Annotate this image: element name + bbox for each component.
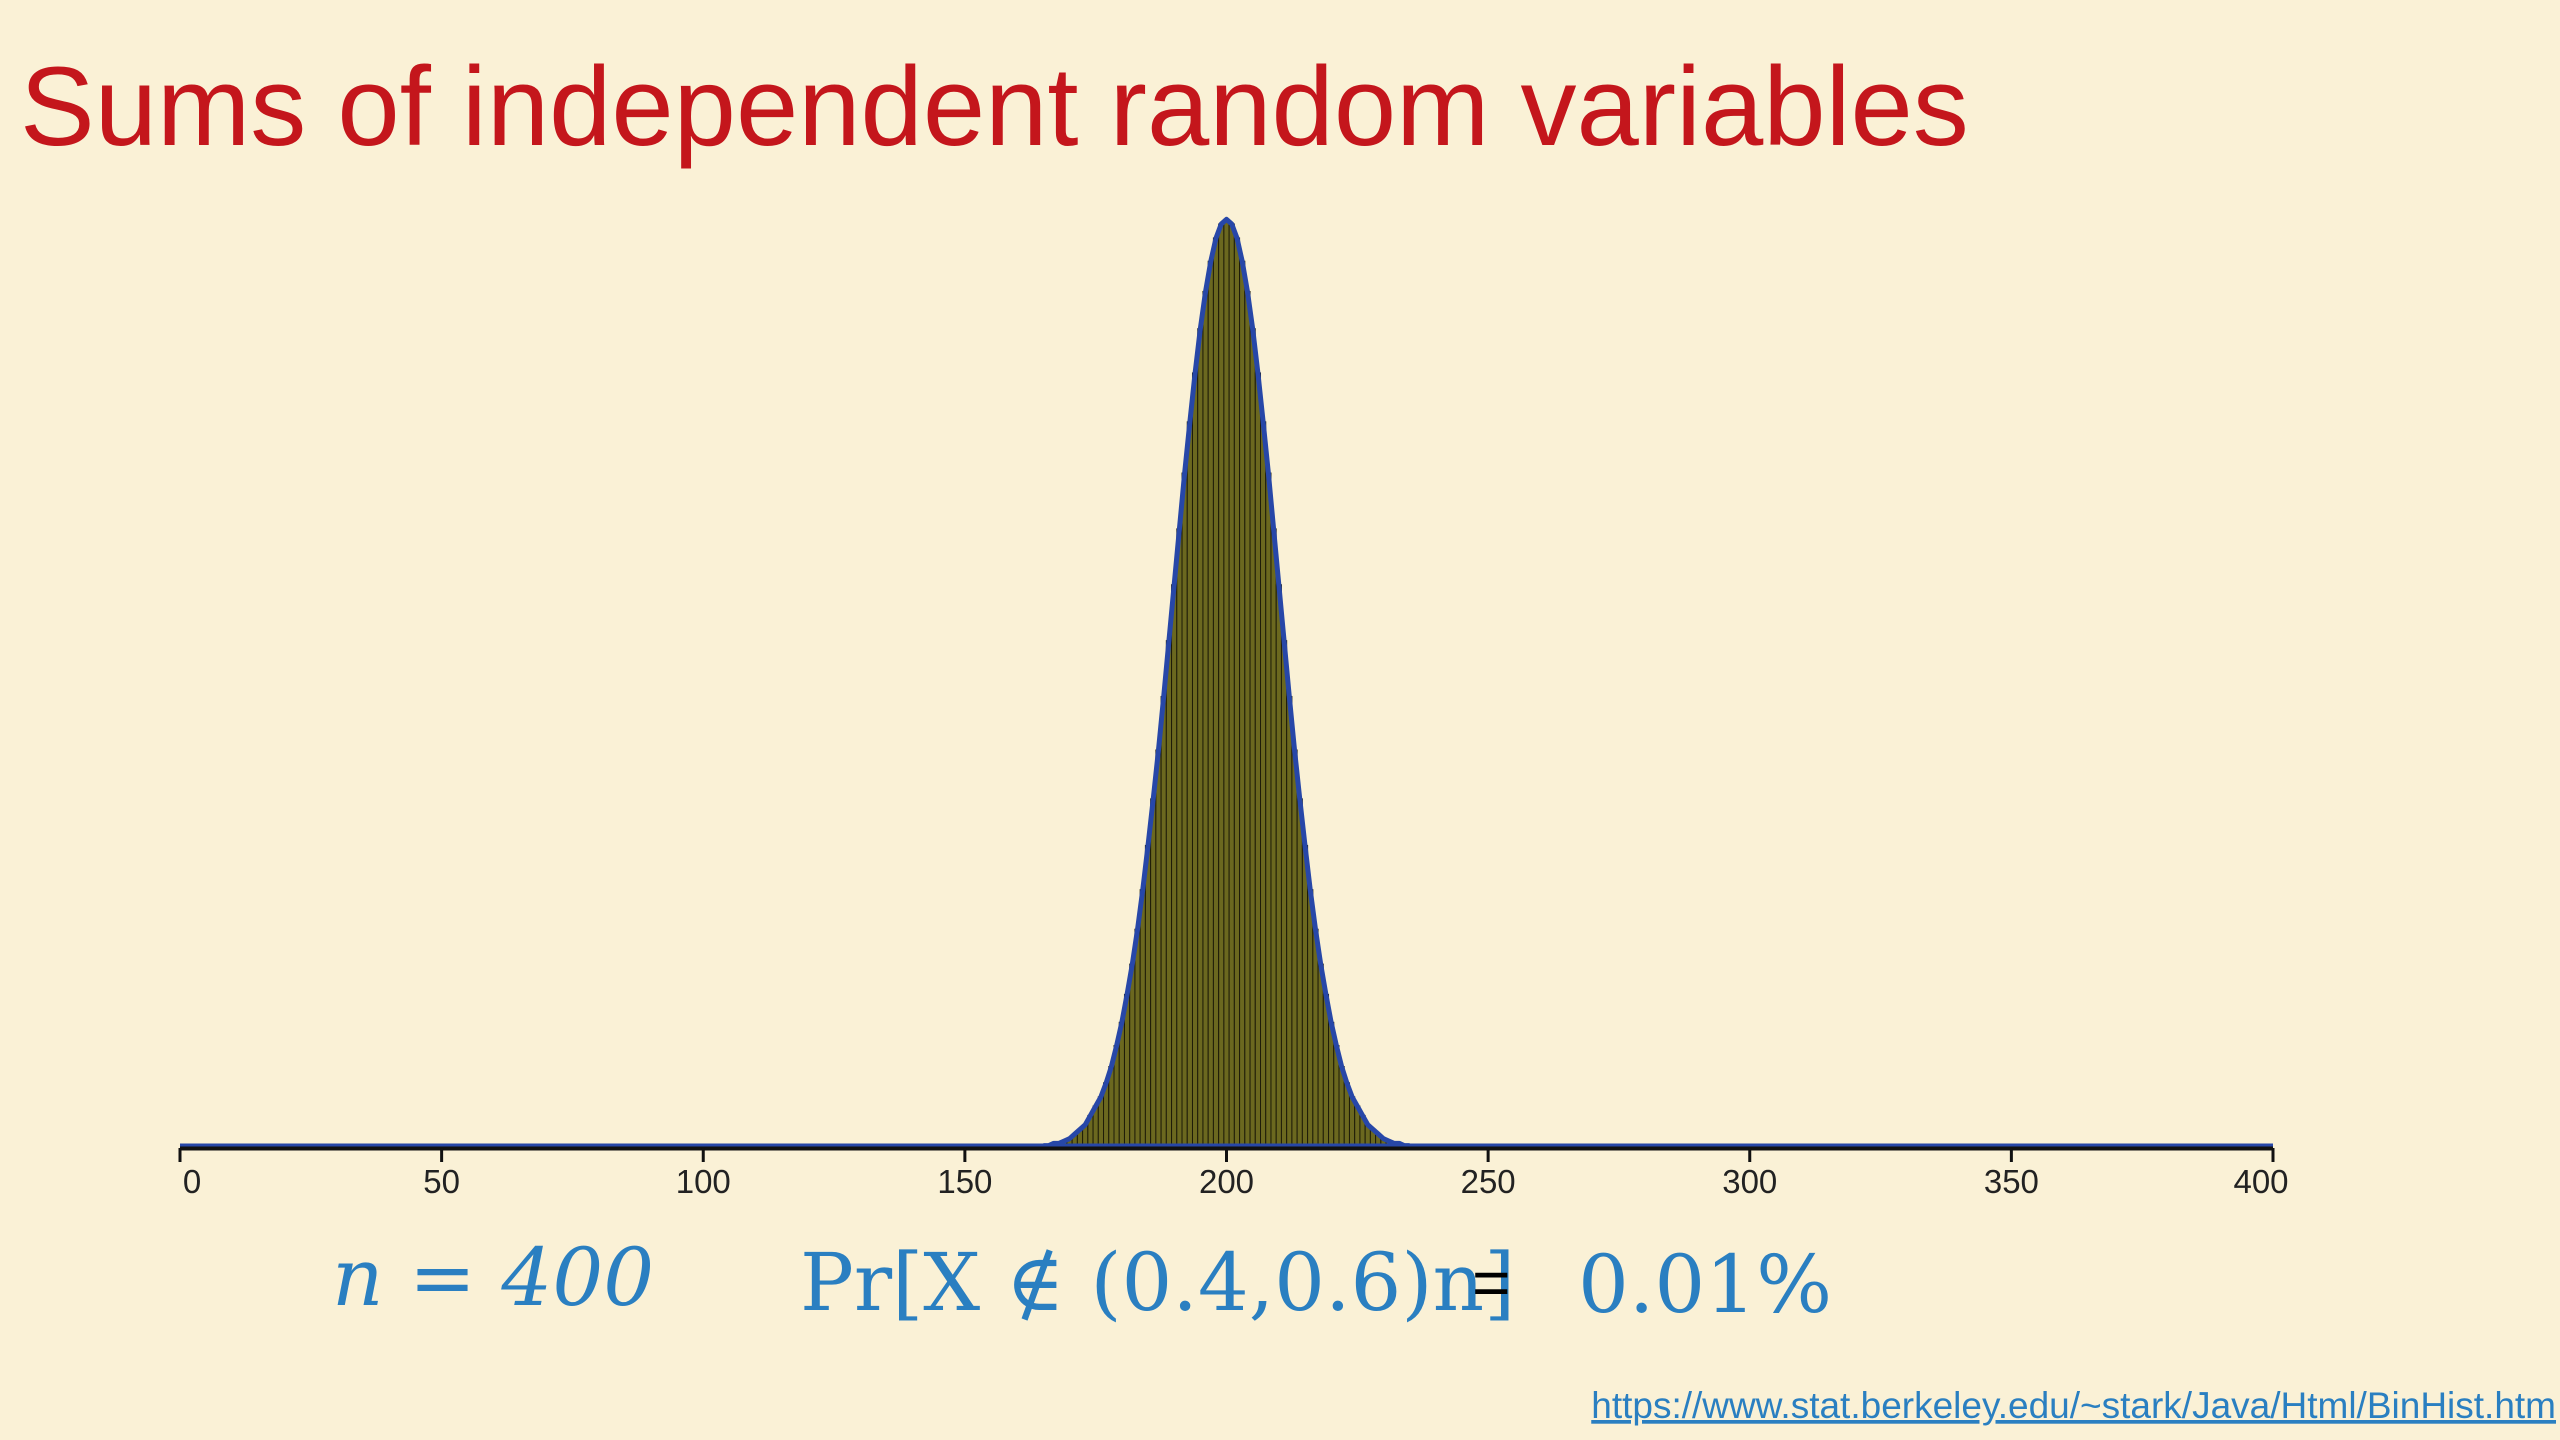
probability-expression: Pr[X ∉ (0.4,0.6)n]	[800, 1236, 1515, 1329]
bar	[1165, 640, 1173, 1149]
bar	[1317, 963, 1324, 1149]
bar	[1171, 584, 1178, 1149]
bar	[1144, 844, 1152, 1149]
bar	[1249, 328, 1256, 1149]
bar	[1270, 528, 1277, 1149]
bar	[1228, 223, 1235, 1149]
equals-sign: =	[1472, 1245, 1511, 1319]
bar	[1134, 928, 1141, 1149]
bar	[1291, 749, 1298, 1149]
bar	[1307, 889, 1314, 1149]
bar	[1296, 798, 1303, 1149]
x-tick-label: 150	[937, 1163, 992, 1200]
bar	[1223, 218, 1230, 1149]
bar	[1260, 421, 1267, 1149]
x-tick-label: 300	[1722, 1163, 1777, 1200]
bar	[1197, 328, 1204, 1149]
bar	[1139, 889, 1146, 1149]
distribution-outline	[1043, 216, 1410, 1149]
bar	[1212, 237, 1220, 1149]
bar	[1275, 584, 1282, 1149]
bar	[1155, 749, 1162, 1149]
x-tick-label: 400	[2233, 1163, 2288, 1200]
source-link[interactable]: https://www.stat.berkeley.edu/~stark/Jav…	[1591, 1385, 2556, 1426]
x-tick-label: 100	[676, 1163, 731, 1200]
bar	[1150, 798, 1157, 1149]
bar	[1218, 223, 1225, 1149]
bar	[1239, 260, 1246, 1149]
bar	[1244, 290, 1251, 1149]
bar	[1186, 421, 1193, 1149]
bar	[1160, 695, 1167, 1149]
bar	[1181, 472, 1188, 1149]
bar	[1233, 237, 1241, 1149]
x-tick-label: 200	[1199, 1163, 1254, 1200]
bar	[1265, 472, 1272, 1149]
bar	[1286, 695, 1293, 1149]
x-tick-label: 250	[1461, 1163, 1516, 1200]
bar	[1176, 528, 1183, 1149]
bar	[1207, 260, 1214, 1149]
probability-value: 0.01%	[1578, 1238, 1832, 1331]
slide-title: Sums of independent random variables	[20, 44, 1969, 169]
x-tick-label: 350	[1984, 1163, 2039, 1200]
x-tick-label: 50	[423, 1163, 460, 1200]
bar	[1191, 372, 1199, 1149]
plot: 0 50 100 150 200 250 300 350 400	[178, 216, 2289, 1200]
x-tick-label: 0	[183, 1163, 201, 1200]
bar	[1312, 928, 1319, 1149]
bar	[1280, 640, 1288, 1149]
bar	[1202, 290, 1209, 1149]
n-annotation: n = 400	[332, 1231, 654, 1324]
bar	[1301, 844, 1309, 1149]
bar	[1129, 963, 1136, 1149]
bar	[1254, 372, 1262, 1149]
